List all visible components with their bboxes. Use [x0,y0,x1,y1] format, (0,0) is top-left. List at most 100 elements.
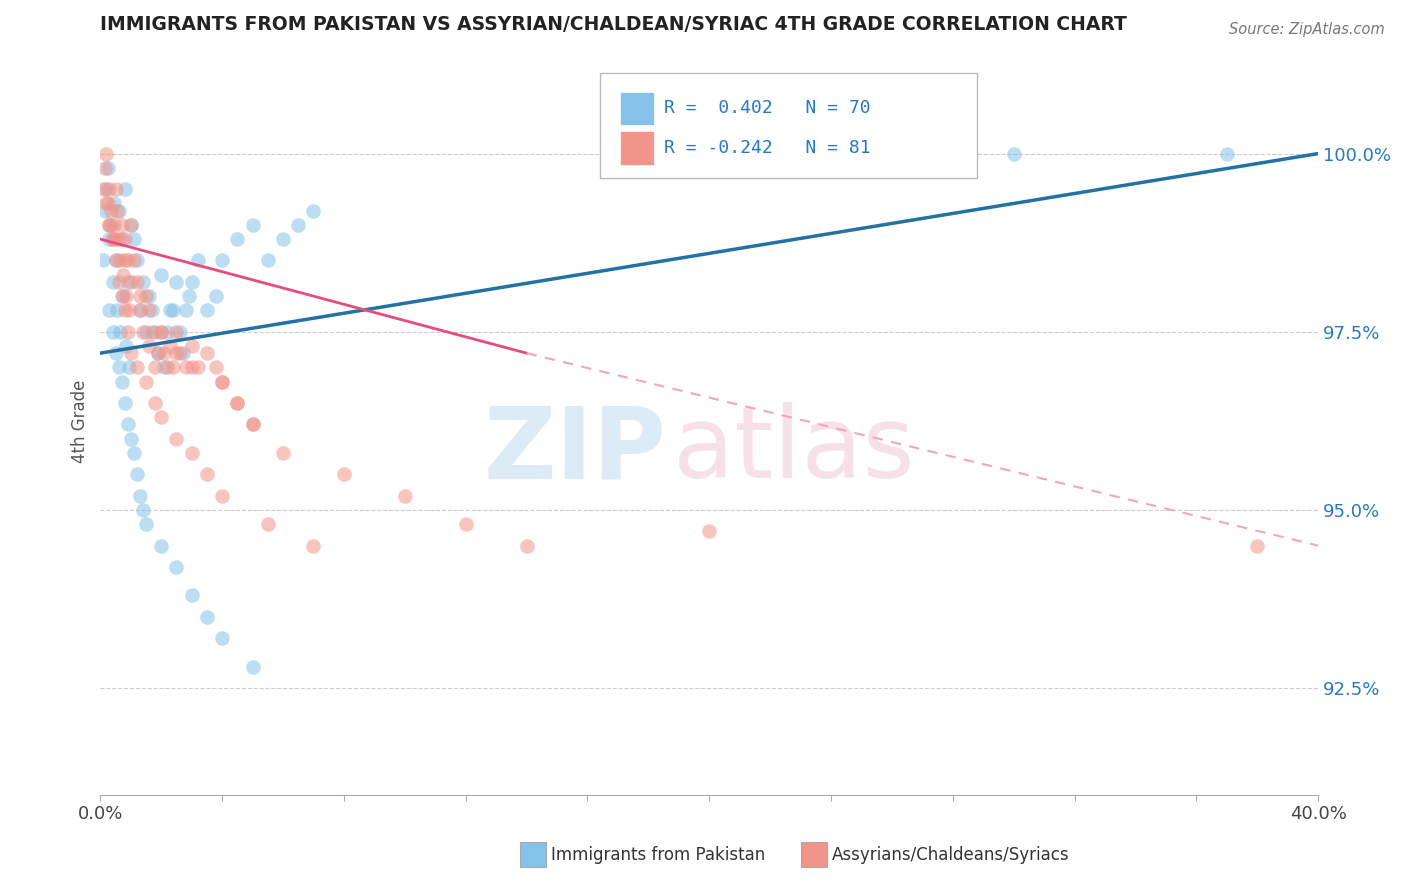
Point [120,346,142,360]
Point [156,360,179,375]
Point [104,346,127,360]
Text: R =  0.402   N = 70: R = 0.402 N = 70 [664,99,870,117]
Point [101,232,124,246]
Text: Assyrians/Chaldeans/Syriacs: Assyrians/Chaldeans/Syriacs [832,846,1070,863]
Point [187,360,209,375]
FancyBboxPatch shape [599,73,977,178]
Point [211,253,233,268]
Text: atlas: atlas [672,402,914,500]
Point [287,218,309,232]
Point [138,339,160,353]
Point [242,218,264,232]
Point [166,432,188,446]
Point [114,253,136,268]
Point [143,325,166,339]
Point [135,289,157,303]
Text: R = -0.242   N = 81: R = -0.242 N = 81 [664,138,870,157]
Point [1246,539,1268,553]
Bar [620,92,654,125]
Point [96,196,118,211]
Point [180,339,202,353]
Point [187,253,209,268]
Point [174,303,197,318]
Point [93,182,115,196]
Point [135,325,157,339]
Point [97,161,120,175]
Point [114,303,136,318]
Point [96,146,118,161]
Point [226,396,249,410]
Point [94,203,117,218]
Point [1216,146,1239,161]
Point [211,632,233,646]
Point [96,182,118,196]
Point [162,303,184,318]
Point [172,346,194,360]
Point [153,346,176,360]
Point [242,659,264,673]
Point [120,432,142,446]
Point [129,303,152,318]
Point [454,517,477,532]
Point [302,203,325,218]
Point [166,325,188,339]
Point [166,346,188,360]
Point [150,410,173,425]
Text: Source: ZipAtlas.com: Source: ZipAtlas.com [1229,22,1385,37]
Point [122,253,145,268]
Point [98,232,121,246]
Point [180,275,202,289]
Point [112,268,135,282]
Point [166,275,188,289]
Point [205,360,228,375]
Text: IMMIGRANTS FROM PAKISTAN VS ASSYRIAN/CHALDEAN/SYRIAC 4TH GRADE CORRELATION CHART: IMMIGRANTS FROM PAKISTAN VS ASSYRIAN/CHA… [100,15,1128,34]
Point [108,253,131,268]
Point [93,253,115,268]
Point [117,253,139,268]
Point [117,325,139,339]
Point [271,446,294,460]
Point [302,539,325,553]
Point [118,303,141,318]
Bar [620,131,654,165]
Point [114,182,136,196]
Point [122,446,145,460]
Point [118,360,141,375]
Point [211,375,233,389]
Point [195,303,218,318]
Point [180,360,202,375]
Point [156,325,179,339]
Point [135,375,157,389]
Point [697,524,720,539]
Point [122,232,145,246]
Point [132,275,155,289]
Point [150,268,173,282]
Point [115,339,138,353]
Point [195,467,218,482]
Point [394,489,416,503]
Point [107,360,129,375]
Point [107,203,129,218]
Point [120,275,142,289]
Text: ZIP: ZIP [484,402,666,500]
Point [169,346,191,360]
Point [120,218,142,232]
Point [138,303,160,318]
Point [242,417,264,432]
Point [132,503,155,517]
Point [129,303,152,318]
Point [256,253,278,268]
Point [94,161,117,175]
Point [120,218,142,232]
Point [100,218,122,232]
Point [111,289,134,303]
Point [143,360,166,375]
Point [107,232,129,246]
Point [242,417,264,432]
Point [101,275,124,289]
Point [174,360,197,375]
Point [114,396,136,410]
Point [177,289,200,303]
Point [125,360,148,375]
Point [333,467,356,482]
